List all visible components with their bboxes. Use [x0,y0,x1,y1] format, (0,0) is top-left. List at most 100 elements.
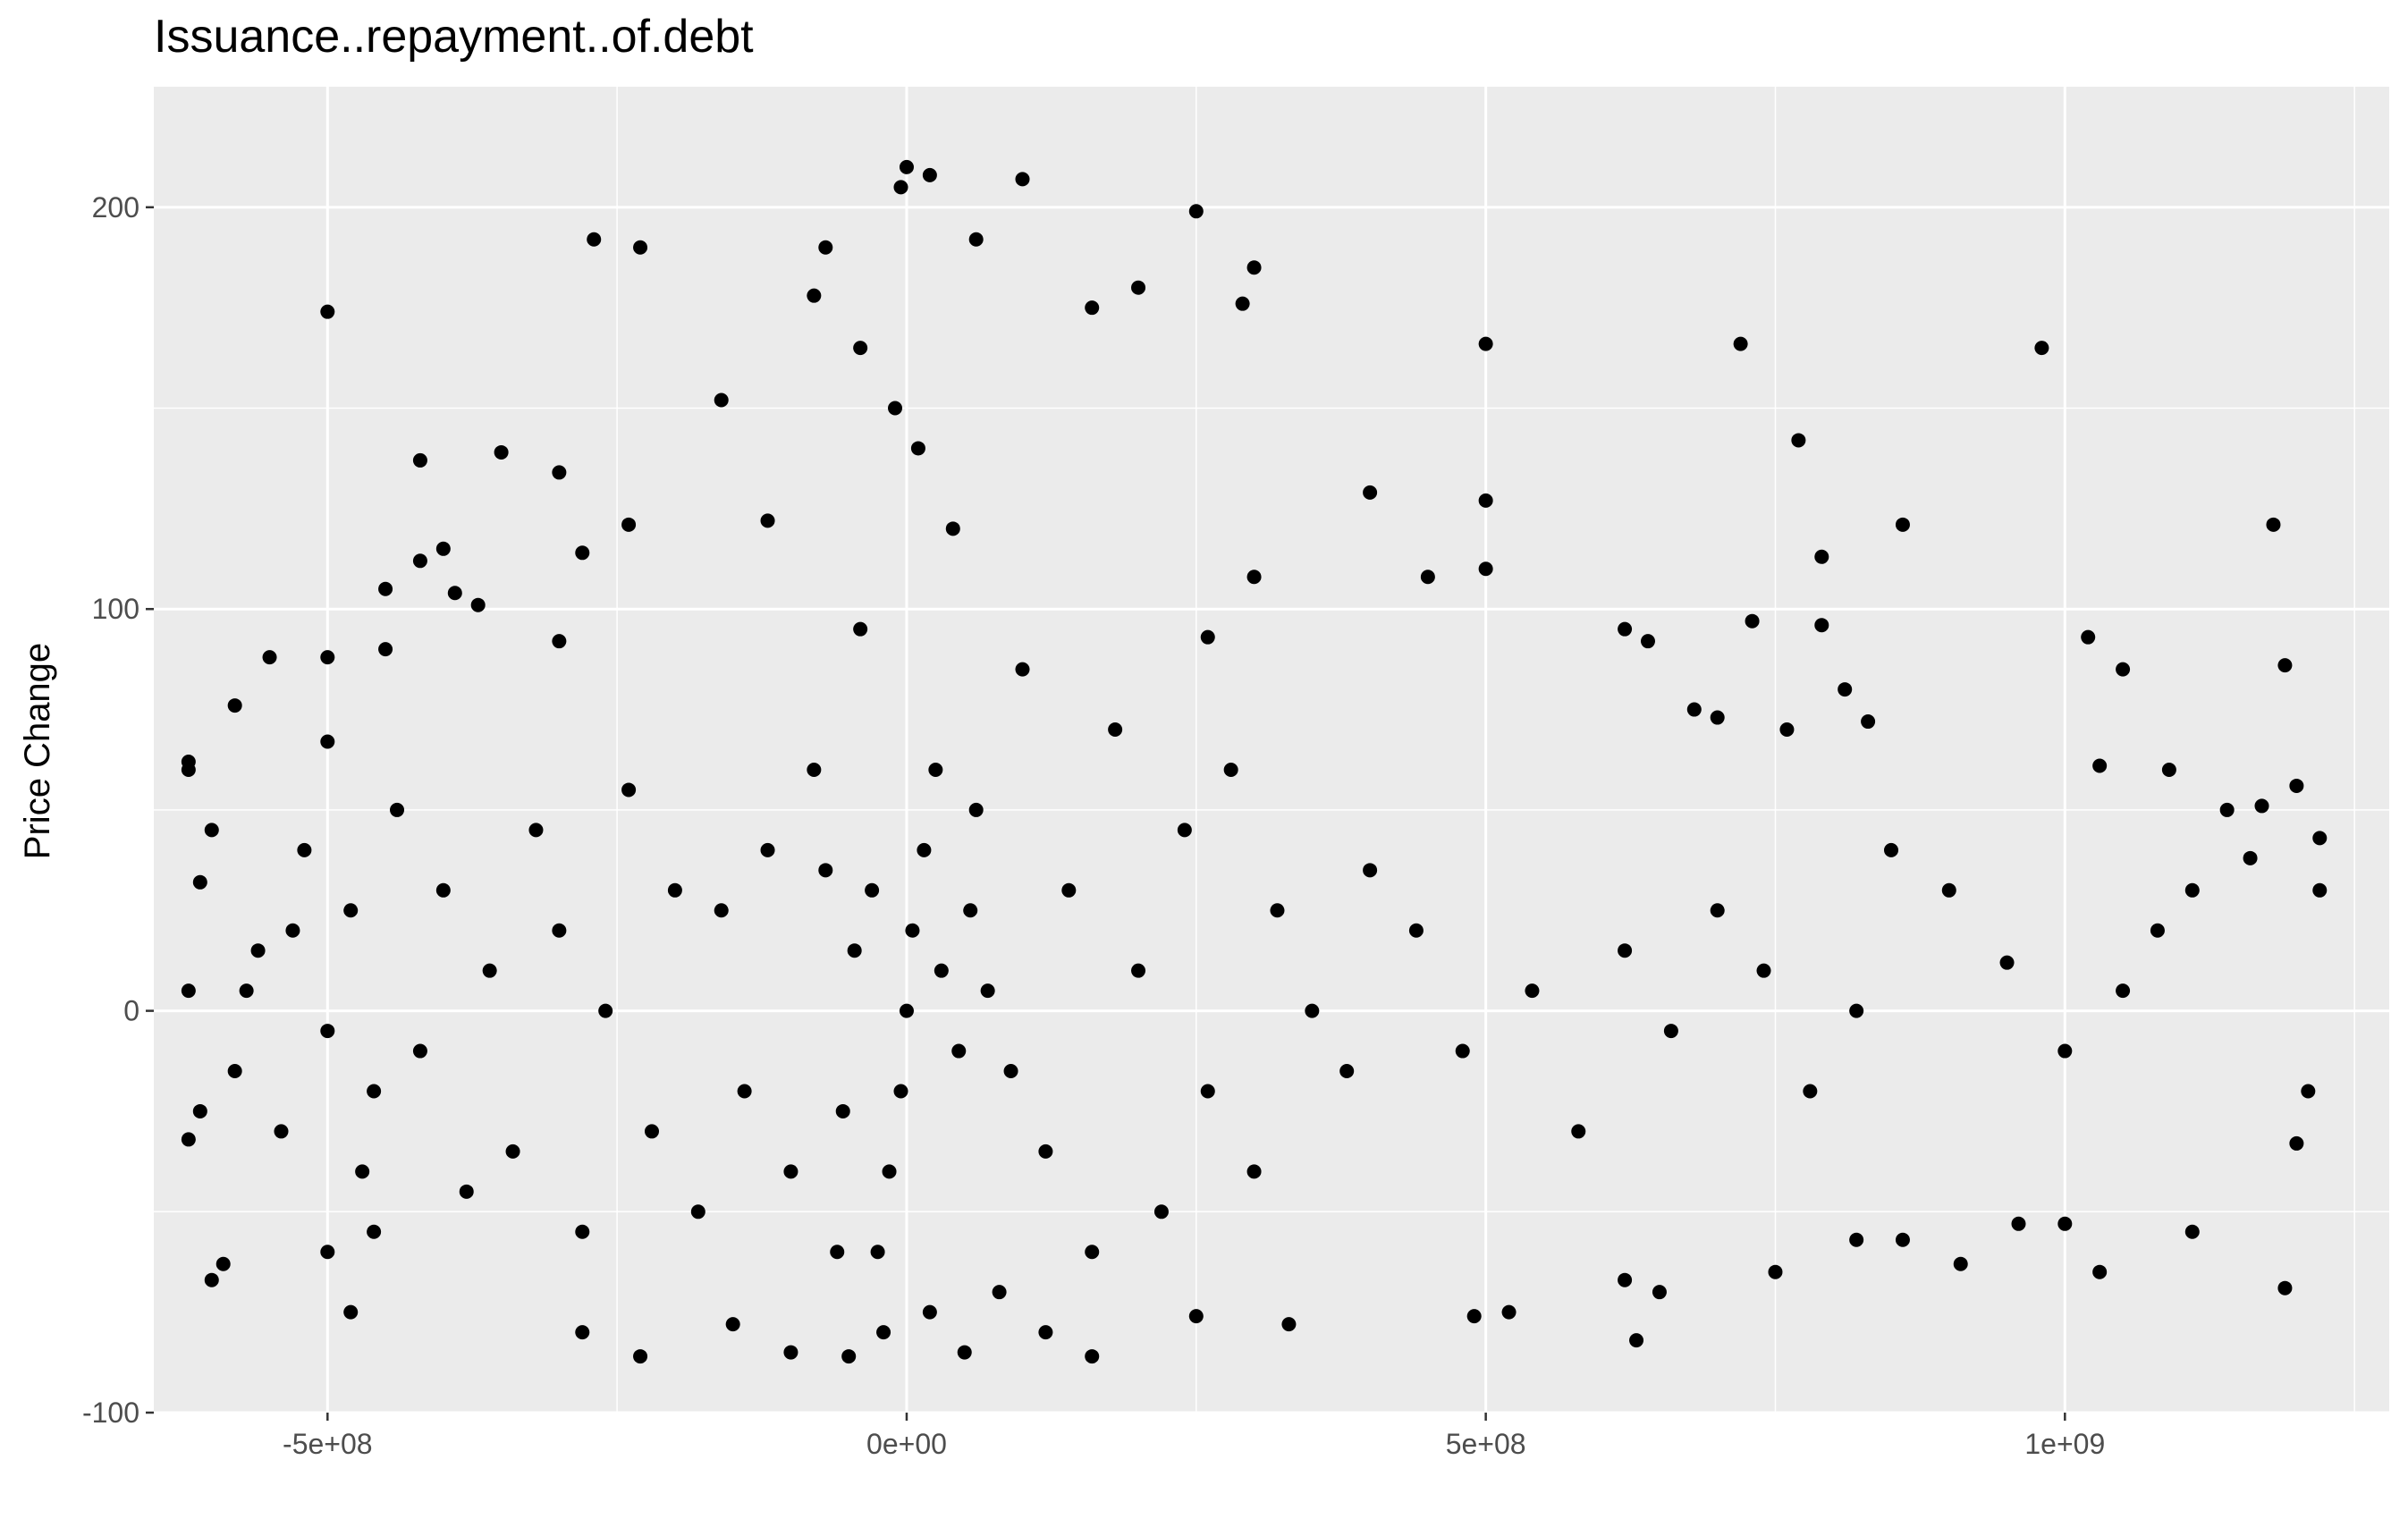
data-point [552,634,567,649]
data-point [963,903,978,918]
data-point [1188,1309,1204,1324]
data-point [644,1124,659,1139]
data-point [1363,485,1378,500]
y-tick-label: -100 [82,1397,139,1429]
data-point [343,1304,359,1320]
y-tick-label: 200 [92,191,139,224]
plot-panel [154,87,2389,1413]
data-point [899,159,914,174]
data-point [917,842,932,857]
data-point [818,240,833,255]
data-point [1038,1144,1053,1159]
data-point [1015,662,1030,677]
data-point [725,1317,740,1332]
data-point [807,288,822,303]
data-point [2289,1135,2304,1151]
data-point [204,1272,219,1287]
data-point [1235,296,1250,311]
data-point [412,452,427,468]
data-point [2057,1043,2073,1059]
data-point [1246,570,1262,585]
data-point [1861,714,1876,730]
data-point [783,1164,798,1179]
data-point [1270,903,1285,918]
data-point [2301,1084,2316,1099]
axes: -5e+08 0e+00 5e+08 1e+09 -100 0 100 200 [82,191,2105,1460]
data-point [1015,172,1030,187]
data-point [1003,1064,1018,1079]
data-point [1478,493,1493,508]
data-point [667,882,682,898]
data-point [274,1124,289,1139]
data-point [2312,882,2328,898]
data-point [1131,963,1146,978]
data-point [2011,1216,2026,1231]
data-point [1686,702,1702,717]
data-point [575,1224,590,1239]
data-point [1745,613,1760,629]
data-point [1640,634,1655,649]
data-point [760,842,775,857]
data-point [633,1349,648,1364]
data-point [1153,1204,1169,1220]
data-point [285,923,300,938]
data-point [1710,710,1725,725]
data-point [447,586,462,601]
data-point [552,465,567,480]
data-point [1246,1164,1262,1179]
data-point [1779,722,1795,738]
data-point [1838,682,1853,697]
data-point [1478,336,1493,351]
data-point [1200,1084,1215,1099]
data-point [882,1164,897,1179]
data-point [737,1084,752,1099]
data-point [1085,1245,1100,1260]
data-point [2277,1280,2293,1295]
data-point [2184,1224,2200,1239]
data-point [435,882,451,898]
data-point [239,983,254,999]
data-point [714,903,729,918]
data-point [575,1325,590,1340]
x-tick-label: 5e+08 [1446,1428,1526,1460]
data-point [2184,882,2200,898]
data-points [181,159,2328,1364]
data-point [1618,943,1633,958]
data-point [865,882,880,898]
data-point [853,341,868,356]
data-point [807,762,822,777]
data-point [1803,1084,1818,1099]
data-point [1466,1309,1482,1324]
data-point [1188,204,1204,219]
data-point [870,1245,885,1260]
data-point [1455,1043,1470,1059]
data-point [1733,336,1748,351]
data-point [1814,618,1829,633]
data-point [2034,341,2049,356]
data-point [459,1184,474,1199]
data-point [1177,823,1192,838]
data-point [1281,1317,1297,1332]
data-point [992,1285,1007,1300]
data-point [227,1064,242,1079]
data-point [412,1043,427,1059]
data-point [1038,1325,1053,1340]
data-point [1814,549,1829,564]
data-point [876,1325,891,1340]
data-point [575,545,590,561]
data-point [355,1164,370,1179]
data-point [494,444,509,460]
data-point [2277,658,2293,673]
data-point [853,621,868,637]
y-axis-label: Price Change [18,643,57,859]
data-point [435,541,451,556]
data-point [922,1304,937,1320]
data-point [343,903,359,918]
data-point [1085,300,1100,316]
data-point [1941,882,1956,898]
data-point [968,802,984,817]
data-point [1999,955,2015,970]
data-point [2150,923,2165,938]
data-point [1849,1003,1864,1018]
